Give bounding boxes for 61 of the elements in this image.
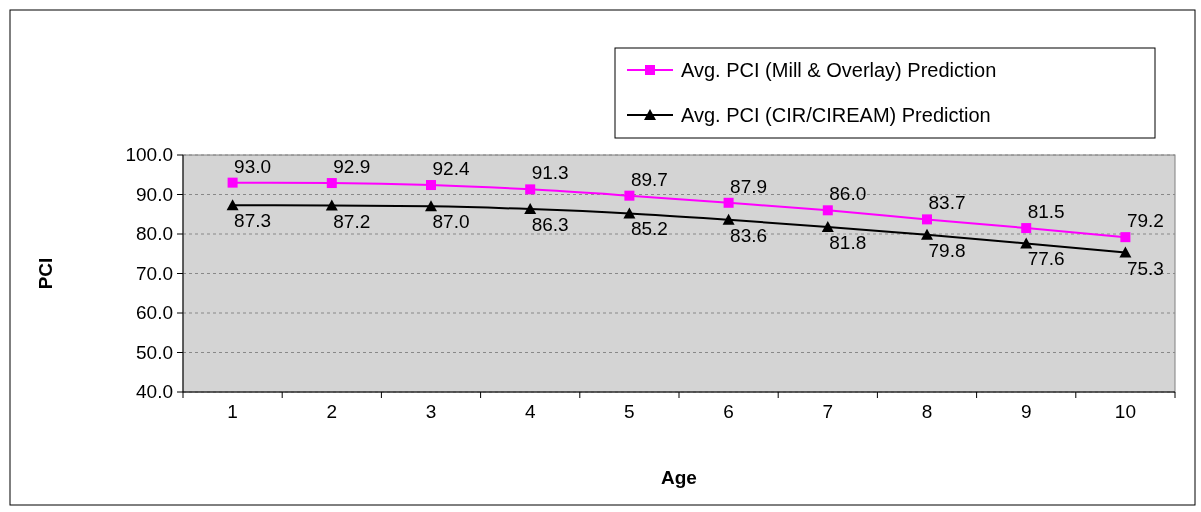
point [1119, 246, 1132, 258]
data-label: 89.7 [630, 168, 668, 190]
x-tick-label: 1 [227, 401, 238, 422]
data-label: 75.3 [1126, 257, 1164, 279]
data-label: 79.2 [1126, 210, 1164, 232]
point [325, 199, 338, 211]
point [524, 203, 537, 215]
data-label: 87.3 [234, 210, 272, 232]
x-tick-label: 4 [524, 401, 536, 422]
y-tick-label: 90.0 [136, 183, 173, 205]
point [1020, 237, 1033, 249]
point [623, 207, 636, 219]
x-tick-label: 5 [624, 401, 635, 422]
y-tick-label: 50.0 [136, 341, 173, 363]
data-label: 86.3 [531, 214, 569, 236]
point [525, 184, 536, 195]
x-tick-label: 8 [921, 401, 933, 422]
point [722, 213, 735, 225]
point [226, 199, 239, 211]
point [425, 200, 437, 212]
y-tick-label: 100.0 [125, 144, 173, 165]
legend-label: Avg. PCI (Mill & Overlay) Prediction [681, 59, 997, 81]
data-label: 87.9 [730, 175, 768, 197]
x-tick-label: 2 [326, 401, 338, 422]
x-tick-label: 7 [822, 401, 834, 422]
x-tick-label: 10 [1114, 401, 1136, 422]
x-axis-title: Age [661, 467, 697, 488]
data-label: 83.7 [928, 192, 966, 214]
data-label: 77.6 [1027, 248, 1065, 270]
y-axis-title: PCI [35, 257, 56, 290]
data-label: 83.6 [730, 224, 768, 246]
x-tick-label: 3 [425, 401, 437, 422]
point [227, 177, 238, 188]
data-label: 81.8 [829, 231, 867, 253]
point [822, 205, 833, 216]
data-label: 85.2 [630, 218, 668, 240]
y-tick-label: 70.0 [136, 262, 173, 284]
x-tick-label: 6 [723, 401, 734, 422]
x-tick-label: 9 [1020, 401, 1032, 422]
point [821, 220, 834, 232]
point [723, 197, 734, 208]
data-label: 87.2 [333, 210, 371, 232]
y-tick-label: 80.0 [136, 223, 173, 244]
point [1120, 232, 1131, 243]
data-label: 91.3 [531, 162, 569, 184]
data-label: 93.0 [234, 155, 272, 177]
point [426, 180, 436, 191]
y-tick-label: 60.0 [136, 302, 173, 323]
point [326, 178, 337, 189]
point [922, 214, 932, 225]
point [1021, 223, 1032, 234]
data-label: 86.0 [829, 183, 867, 205]
data-label: 81.5 [1027, 201, 1065, 223]
data-label: 92.4 [432, 158, 470, 180]
data-label: 92.9 [333, 156, 371, 178]
y-tick-label: 40.0 [136, 381, 173, 402]
point [921, 228, 933, 240]
data-label: 87.0 [432, 211, 470, 233]
data-label: 79.8 [928, 239, 966, 261]
point [624, 190, 635, 201]
legend-label: Avg. PCI (CIR/CIREAM) Prediction [681, 104, 991, 126]
